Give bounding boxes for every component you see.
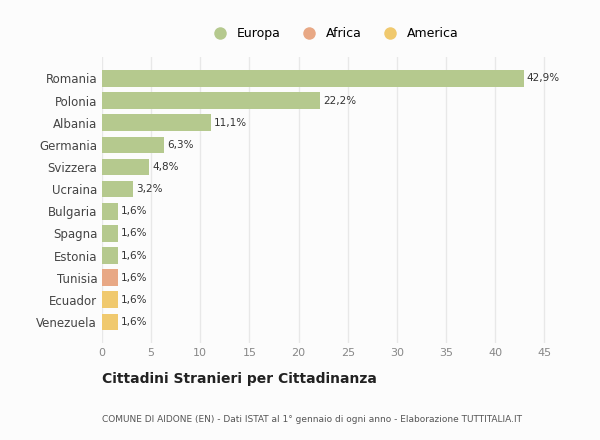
Text: 42,9%: 42,9% xyxy=(527,73,560,84)
Text: 1,6%: 1,6% xyxy=(121,206,147,216)
Text: 22,2%: 22,2% xyxy=(323,95,356,106)
Text: 1,6%: 1,6% xyxy=(121,295,147,305)
Legend: Europa, Africa, America: Europa, Africa, America xyxy=(203,23,463,44)
Text: 1,6%: 1,6% xyxy=(121,273,147,282)
Text: 1,6%: 1,6% xyxy=(121,317,147,327)
Bar xyxy=(102,269,118,286)
Text: 6,3%: 6,3% xyxy=(167,140,193,150)
Text: 1,6%: 1,6% xyxy=(121,228,147,238)
Bar xyxy=(102,114,211,131)
Text: 4,8%: 4,8% xyxy=(152,162,179,172)
Bar xyxy=(102,181,133,198)
Text: 1,6%: 1,6% xyxy=(121,250,147,260)
Bar xyxy=(102,247,118,264)
Bar xyxy=(102,203,118,220)
Bar xyxy=(102,92,320,109)
Text: 3,2%: 3,2% xyxy=(136,184,163,194)
Bar xyxy=(102,159,149,175)
Text: Cittadini Stranieri per Cittadinanza: Cittadini Stranieri per Cittadinanza xyxy=(102,372,377,386)
Text: 11,1%: 11,1% xyxy=(214,118,247,128)
Bar xyxy=(102,136,164,153)
Bar xyxy=(102,225,118,242)
Bar xyxy=(102,70,524,87)
Bar xyxy=(102,291,118,308)
Bar xyxy=(102,314,118,330)
Text: COMUNE DI AIDONE (EN) - Dati ISTAT al 1° gennaio di ogni anno - Elaborazione TUT: COMUNE DI AIDONE (EN) - Dati ISTAT al 1°… xyxy=(102,415,522,425)
